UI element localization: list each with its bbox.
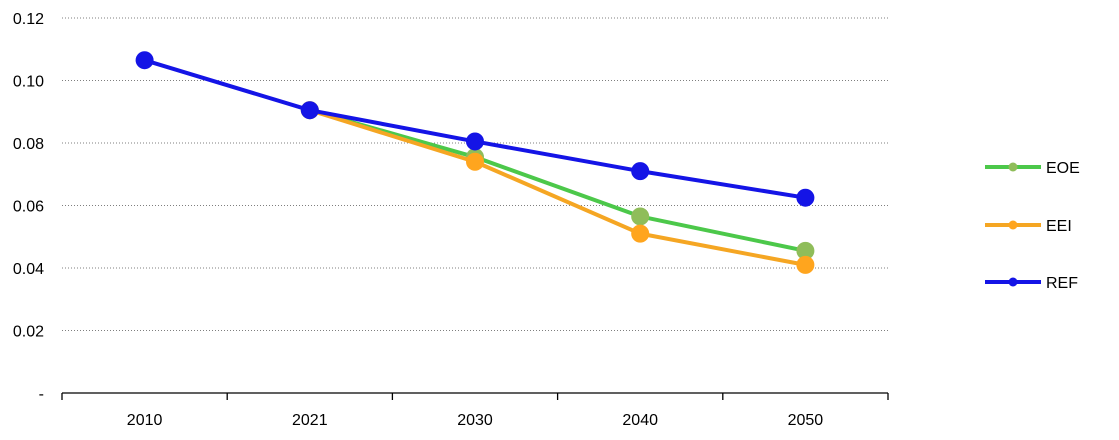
y-tick-label: 0.08 [13, 136, 44, 153]
legend: EOE EEI REF [985, 160, 1080, 292]
legend-item-eei: EEI [985, 218, 1072, 235]
x-tick-label: 2021 [292, 412, 328, 429]
y-tick-label: 0.02 [13, 324, 44, 341]
data-point [796, 255, 815, 274]
x-tick-label: 2010 [127, 412, 163, 429]
y-tick-label: 0.10 [13, 74, 44, 91]
legend-label: REF [1046, 275, 1078, 292]
series-line [309, 108, 806, 253]
data-point [466, 132, 484, 151]
y-tick-label: 0.06 [13, 199, 44, 216]
x-tick-label: 2030 [457, 412, 493, 429]
data-point [631, 224, 650, 243]
x-axis: 2010 2021 2030 2040 2050 [61, 392, 889, 429]
legend-marker [1008, 220, 1018, 230]
legend-marker [1008, 277, 1018, 287]
data-point [300, 101, 319, 120]
series-lines [135, 51, 815, 274]
legend-label: EEI [1046, 218, 1072, 235]
series-line [144, 58, 806, 200]
x-tick-label: 2040 [622, 412, 658, 429]
data-point [466, 152, 484, 171]
data-point [631, 162, 650, 181]
data-point [631, 207, 650, 226]
data-point [796, 188, 815, 207]
series-ref [135, 51, 815, 207]
data-point [135, 51, 154, 70]
legend-item-eoe: EOE [985, 160, 1080, 177]
x-tick-label: 2050 [788, 412, 824, 429]
legend-label: EOE [1046, 160, 1080, 177]
legend-item-ref: REF [985, 275, 1078, 292]
series-line [309, 108, 806, 267]
y-tick-label: 0.12 [13, 11, 44, 28]
data-point [796, 241, 815, 260]
legend-marker [1008, 162, 1018, 172]
y-tick-label: - [39, 386, 44, 403]
y-axis-tick-labels: - 0.02 0.04 0.06 0.08 0.10 0.12 [13, 11, 44, 403]
y-tick-label: 0.04 [13, 261, 44, 278]
gridlines [62, 17, 888, 331]
